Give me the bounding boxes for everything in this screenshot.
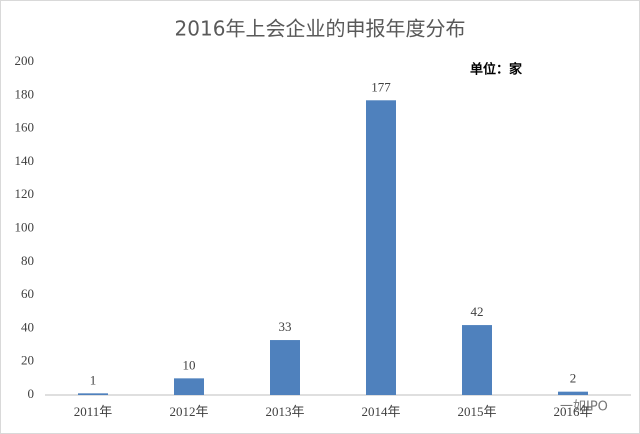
y-tick-label: 160 bbox=[15, 120, 35, 135]
y-tick-label: 80 bbox=[21, 253, 34, 268]
value-label: 33 bbox=[279, 319, 292, 334]
y-tick-label: 180 bbox=[15, 86, 35, 101]
bar bbox=[366, 100, 396, 396]
watermark: 一如IPO bbox=[560, 399, 608, 415]
x-tick-label: 2015年 bbox=[457, 404, 496, 419]
x-tick-label: 2011年 bbox=[74, 404, 113, 419]
value-label: 1 bbox=[90, 372, 97, 387]
bar bbox=[462, 325, 492, 395]
value-label: 2 bbox=[570, 371, 577, 386]
x-tick-label: 2013年 bbox=[265, 404, 304, 419]
value-label: 10 bbox=[183, 357, 196, 372]
unit-annotation: 单位：家 bbox=[470, 62, 523, 78]
bar bbox=[270, 340, 300, 395]
x-tick-label: 2012年 bbox=[169, 404, 208, 419]
y-tick-label: 100 bbox=[15, 219, 35, 234]
y-tick-label: 0 bbox=[28, 386, 35, 401]
x-tick-label: 2014年 bbox=[361, 404, 400, 419]
y-tick-label: 40 bbox=[21, 319, 34, 334]
y-tick-label: 120 bbox=[15, 186, 35, 201]
value-label: 42 bbox=[471, 304, 484, 319]
chart-title: 2016年上会企业的申报年度分布 bbox=[175, 17, 466, 41]
y-tick-label: 200 bbox=[15, 53, 35, 68]
bar bbox=[558, 391, 588, 395]
y-tick-label: 20 bbox=[21, 353, 34, 368]
value-label: 177 bbox=[371, 79, 391, 94]
bar bbox=[78, 393, 108, 395]
y-tick-label: 140 bbox=[15, 153, 35, 168]
x-tick-label: 2016年 bbox=[553, 404, 592, 419]
bar bbox=[174, 378, 204, 395]
y-tick-label: 60 bbox=[21, 286, 34, 301]
